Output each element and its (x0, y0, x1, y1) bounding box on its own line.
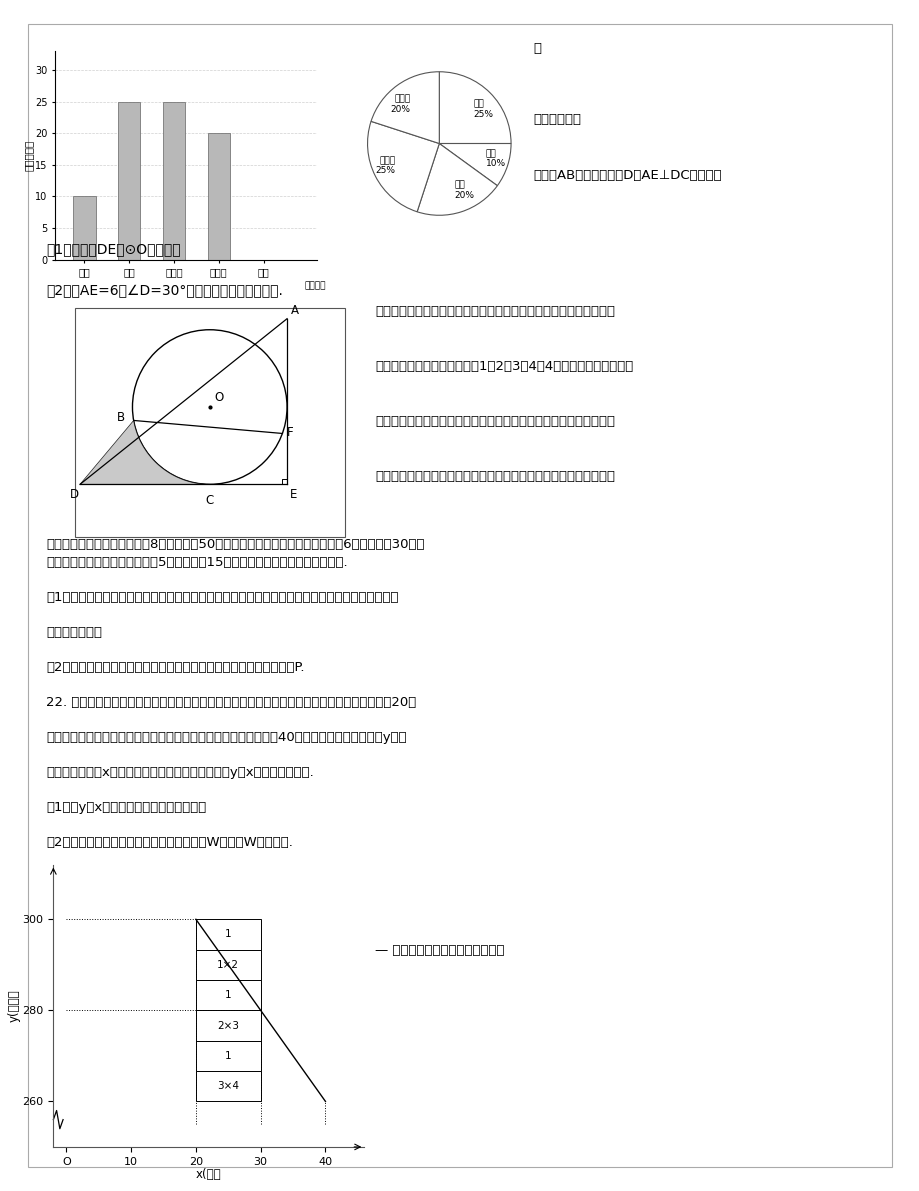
Wedge shape (438, 71, 511, 144)
Text: （1）请用列表或树状图（树状图也称树形图）的方法（选其中一种即可），把抽奖一次可能出现的: （1）请用列表或树状图（树状图也称树形图）的方法（选其中一种即可），把抽奖一次可… (46, 591, 398, 604)
Text: 机取出一个小球，记下小球上标有的数字，并计算两次记下的数字之: 机取出一个小球，记下小球上标有的数字，并计算两次记下的数字之 (375, 470, 615, 484)
X-axis label: x(元）: x(元） (196, 1168, 221, 1181)
Text: 羽毛球
20%: 羽毛球 20% (391, 94, 410, 113)
Text: 1: 1 (225, 929, 232, 940)
Bar (196, 1041, 260, 1071)
Text: 乒乓球
25%: 乒乓球 25% (376, 156, 395, 175)
Text: 1×2: 1×2 (217, 960, 239, 969)
Text: （2）若AE=6，∠D=30°，求图中阴影部分的面积.: （2）若AE=6，∠D=30°，求图中阴影部分的面积. (46, 285, 282, 299)
Text: （2）假如你参加了该超市开业当天的一次抽奖活动，求能中奖的概率P.: （2）假如你参加了该超市开业当天的一次抽奖活动，求能中奖的概率P. (46, 661, 304, 674)
Text: （1）求证：DE是⊙O的切线；: （1）求证：DE是⊙O的切线； (46, 242, 180, 256)
Text: 结果表示出来；: 结果表示出来； (46, 626, 102, 640)
Text: 兴趣爱好: 兴趣爱好 (304, 282, 325, 291)
Text: 22. 草莓是云南多地盛产的一种水果，今年某水果销售店在草莓销售旺季，试销售成本为每千克20元: 22. 草莓是云南多地盛产的一种水果，今年某水果销售店在草莓销售旺季，试销售成本… (46, 696, 415, 709)
Text: D: D (70, 488, 78, 501)
Text: 3×4: 3×4 (217, 1081, 239, 1091)
Text: 2×3: 2×3 (217, 1021, 239, 1030)
Text: 盒子里随机取出一个小球，记下小球上标有的数字，然后把小球放回: 盒子里随机取出一个小球，记下小球上标有的数字，然后把小球放回 (375, 416, 615, 429)
Bar (196, 980, 260, 1010)
Wedge shape (416, 144, 497, 216)
Text: （2）设该水果销售店试销草莓获得的利润为W元，求W的最大值.: （2）设该水果销售店试销草莓获得的利润为W元，求W的最大值. (46, 836, 292, 849)
Text: 金券一张；若所得的数字之和为5，则可获得15元代金券一张；其他情况都不中奖.: 金券一张；若所得的数字之和为5，则可获得15元代金券一张；其他情况都不中奖. (46, 556, 347, 569)
Bar (73, 197, 96, 260)
Text: 足球
10%: 足球 10% (485, 149, 505, 168)
Text: — 列按一定顺序和规律排列的数：: — 列按一定顺序和规律排列的数： (375, 944, 505, 958)
Bar (196, 919, 260, 949)
Bar (196, 949, 260, 980)
Y-axis label: 人数（人）: 人数（人） (24, 139, 34, 172)
Text: B: B (117, 411, 125, 424)
Wedge shape (439, 144, 511, 186)
Text: 篮球
25%: 篮球 25% (473, 99, 494, 119)
Text: （1）求y与x的函数解析式（也称关系式）: （1）求y与x的函数解析式（也称关系式） (46, 802, 206, 815)
Bar (196, 1071, 260, 1102)
Text: 寅抽奖活动，凡在开业当天进店购物的顾客，都能获得一次抽奖的机: 寅抽奖活动，凡在开业当天进店购物的顾客，都能获得一次抽奖的机 (375, 305, 615, 318)
Text: 直线交AB的延长线于点D，AE⊥DC，垂足为: 直线交AB的延长线于点D，AE⊥DC，垂足为 (533, 169, 721, 182)
Text: 跳绳
20%: 跳绳 20% (454, 180, 474, 200)
Text: 和，若两次所得的数字之和为8，则可获得50元代金券一张；若所得的数字之和为6，则可获得30元代: 和，若两次所得的数字之和为8，则可获得50元代金券一张；若所得的数字之和为6，则… (46, 538, 424, 551)
Bar (163, 101, 185, 260)
Text: C: C (206, 494, 213, 507)
Text: E: E (289, 488, 297, 501)
Polygon shape (80, 420, 210, 485)
Text: 明的盒子里装有分别标有数字1、2、3、4的4个小球，它们的形状、: 明的盒子里装有分别标有数字1、2、3、4的4个小球，它们的形状、 (375, 360, 633, 373)
Wedge shape (370, 71, 439, 144)
Text: 克）与销售单价x（元）符合一次函数关系，如图是y与x的函数关系图象.: 克）与销售单价x（元）符合一次函数关系，如图是y与x的函数关系图象. (46, 766, 313, 779)
Text: A: A (291, 305, 299, 317)
Text: O: O (214, 392, 223, 404)
Text: 1: 1 (225, 990, 232, 1000)
Text: F: F (286, 425, 293, 438)
Wedge shape (368, 121, 439, 212)
Bar (196, 1010, 260, 1041)
Text: 1: 1 (225, 1050, 232, 1061)
Text: ；: ； (533, 42, 541, 55)
Bar (118, 101, 141, 260)
Y-axis label: y(千克）: y(千克） (8, 990, 21, 1022)
Bar (208, 133, 230, 260)
Text: 的草莓，规定试销期间销售单价不低于成本单价，也不高于每千克40元，经试销发现，销售量y（千: 的草莓，规定试销期间销售单价不低于成本单价，也不高于每千克40元，经试销发现，销… (46, 731, 406, 744)
Text: 生喜欢跳绳？: 生喜欢跳绳？ (533, 113, 581, 126)
